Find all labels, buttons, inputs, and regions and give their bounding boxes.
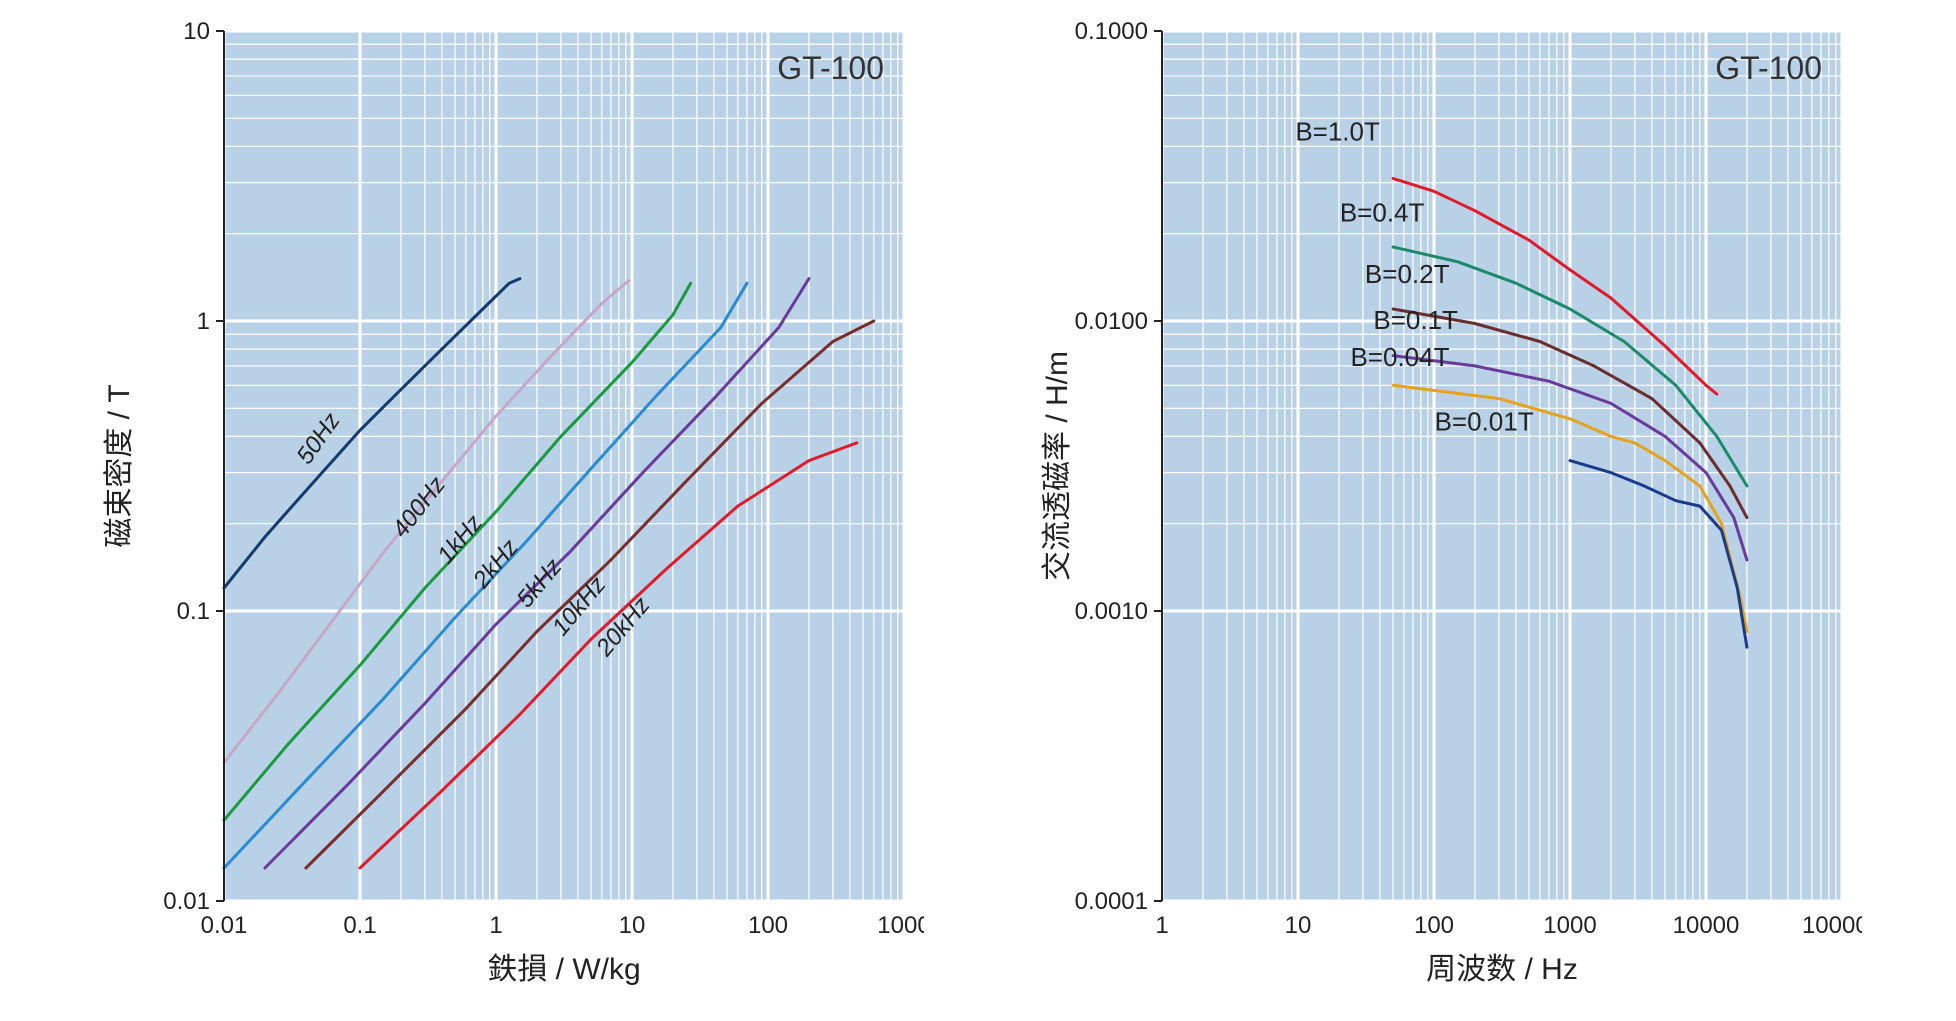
y-tick-label: 10 xyxy=(183,21,210,45)
series-label: B=0.2T xyxy=(1365,259,1450,289)
series-label: B=0.01T xyxy=(1435,406,1534,436)
x-tick-label: 10 xyxy=(1285,912,1312,939)
product-label: GT-100 xyxy=(777,50,884,86)
x-tick-label: 100 xyxy=(748,912,788,939)
y-tick-label: 0.0010 xyxy=(1075,598,1148,625)
x-axis-label: 周波数 / Hz xyxy=(1426,953,1578,986)
plot-background xyxy=(1162,31,1842,901)
y-tick-label: 0.0001 xyxy=(1075,888,1148,915)
y-tick-label: 0.01 xyxy=(163,888,210,915)
series-label: B=0.1T xyxy=(1373,304,1458,334)
x-tick-label: 1000 xyxy=(877,912,924,939)
x-tick-label: 100 xyxy=(1414,912,1454,939)
right-chart-container: B=1.0T B=0.4T B=0.2T B=0.1T B=0.04T B=0.01T GT… xyxy=(1032,21,1862,1001)
chart: B=1.0T B=0.4T B=0.2T B=0.1T B=0.04T B=0.01T GT… xyxy=(1032,21,1862,1001)
y-axis-label: 交流透磁率 / H/m xyxy=(1041,351,1074,581)
chart: 50Hz400Hz1kHz2kHz5kHz10kHz20kHzGT-1000.0… xyxy=(94,21,924,1001)
x-axis-label: 鉄損 / W/kg xyxy=(487,953,640,986)
y-tick-label: 0.1000 xyxy=(1075,21,1148,45)
series-label: B=1.0T xyxy=(1295,116,1380,146)
x-tick-label: 100000 xyxy=(1802,912,1862,939)
x-tick-label: 10000 xyxy=(1673,912,1740,939)
y-tick-label: 1 xyxy=(197,308,210,335)
product-label: GT-100 xyxy=(1715,50,1822,86)
y-tick-label: 0.0100 xyxy=(1075,308,1148,335)
series-label: B=0.04T xyxy=(1350,341,1449,371)
x-tick-label: 0.01 xyxy=(201,912,248,939)
x-tick-label: 1 xyxy=(489,912,502,939)
page: 50Hz400Hz1kHz2kHz5kHz10kHz20kHzGT-1000.0… xyxy=(0,0,1956,1021)
x-tick-label: 1000 xyxy=(1543,912,1596,939)
x-tick-label: 10 xyxy=(619,912,646,939)
y-tick-label: 0.1 xyxy=(177,598,210,625)
left-chart-container: 50Hz400Hz1kHz2kHz5kHz10kHz20kHzGT-1000.0… xyxy=(94,21,924,1001)
x-tick-label: 1 xyxy=(1155,912,1168,939)
series-label: B=0.4T xyxy=(1340,197,1425,227)
x-tick-label: 0.1 xyxy=(343,912,376,939)
y-axis-label: 磁束密度 / T xyxy=(103,384,136,547)
